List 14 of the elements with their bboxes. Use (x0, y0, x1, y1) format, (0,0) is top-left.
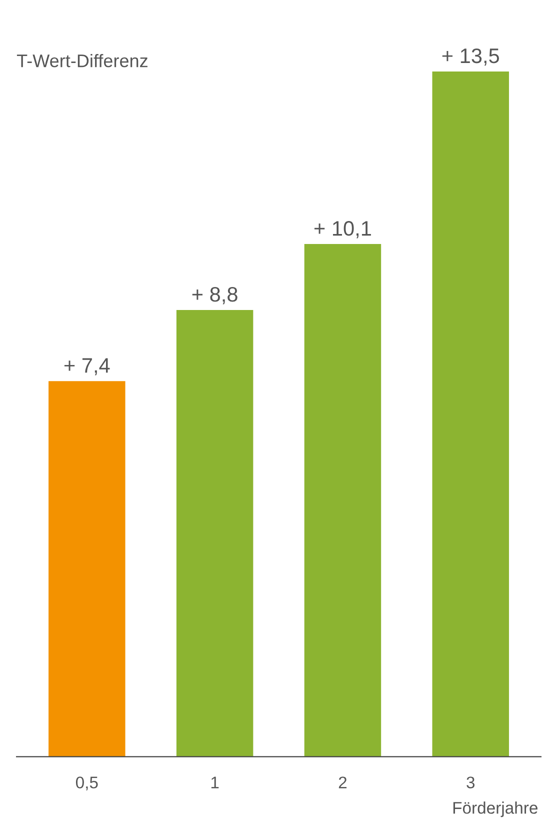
x-tick-label: 3 (466, 776, 475, 788)
bar (432, 71, 509, 757)
x-tick-label: 0,5 (76, 776, 98, 790)
bar (304, 244, 382, 757)
data-label: + 8,8 (192, 287, 238, 304)
data-label: + 13,5 (442, 48, 499, 66)
x-tick-label: 2 (338, 776, 347, 788)
y-axis-title: T-Wert-Differenz (16, 54, 148, 68)
x-tick-label: 1 (211, 776, 219, 788)
bar (48, 381, 126, 757)
x-axis-title: Förderjahre (453, 802, 538, 818)
data-label: + 7,4 (64, 358, 110, 376)
data-label: + 10,1 (314, 221, 371, 238)
bar (176, 310, 254, 757)
